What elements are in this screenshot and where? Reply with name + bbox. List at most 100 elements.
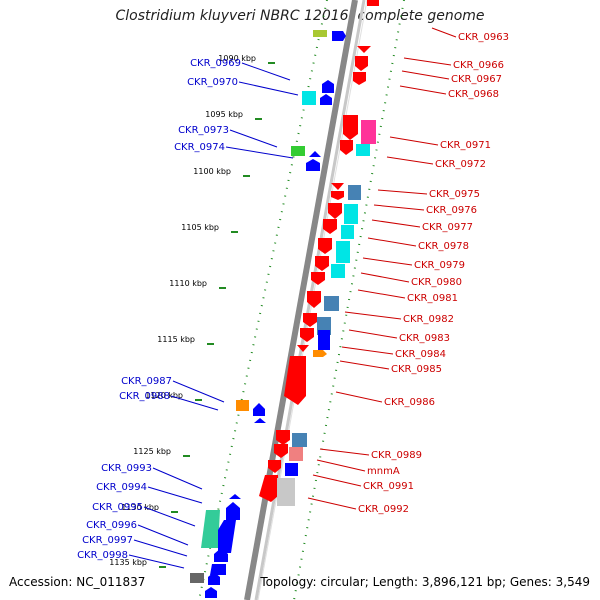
gene-label: CKR_0986 <box>384 397 435 408</box>
gene-CKR_0963 <box>367 0 379 6</box>
gene-label: CKR_0969 <box>190 58 241 69</box>
leader-line <box>229 129 278 148</box>
gene-label: CKR_0963 <box>458 32 509 43</box>
leader-line <box>241 62 291 81</box>
gene-CKR_0986 <box>284 356 306 405</box>
gene-label: CKR_0966 <box>453 60 504 71</box>
gene-label: mnmA <box>367 466 400 477</box>
gene-CKR_0977a <box>323 219 337 234</box>
gene-CKR_0975b <box>331 191 344 200</box>
gene-CKR_0977 <box>341 225 354 239</box>
gene-CKR_0988b <box>254 418 266 423</box>
tick-label: 1115 kbp <box>157 335 195 344</box>
gene-label: CKR_0976 <box>426 205 477 216</box>
gene-CKR_0978 <box>336 241 350 263</box>
leader-line <box>137 524 189 546</box>
gene-label: CKR_0989 <box>371 450 422 461</box>
leader-line <box>371 219 421 228</box>
leader-line <box>344 311 402 320</box>
gene-CKR_0979 <box>331 264 345 278</box>
gene-CKR_0974a <box>309 151 321 157</box>
gene-CKR_0979a <box>315 256 329 271</box>
gene-CKR_0975a <box>331 183 344 190</box>
gene-label: CKR_0974 <box>174 142 225 153</box>
gene-CKR_0966 <box>357 46 371 53</box>
gene-label: CKR_0987 <box>121 376 172 387</box>
tick-label: 1125 kbp <box>133 447 171 456</box>
backbone-line <box>244 0 358 600</box>
gene-CKR_0995 <box>201 510 220 548</box>
gene-mnmA <box>289 447 303 461</box>
gene-label: CKR_0997 <box>82 535 133 546</box>
gene-bottom-blue-2 <box>205 587 217 598</box>
tick-label: 1100 kbp <box>193 167 231 176</box>
tick-label: 1120 kbp <box>145 391 183 400</box>
gene-label: CKR_0979 <box>414 260 465 271</box>
gene-label: CKR_0972 <box>435 159 486 170</box>
gene-CKR_0988 <box>253 403 265 416</box>
gene-label: CKR_0996 <box>86 520 137 531</box>
gene-label: CKR_0992 <box>358 504 409 515</box>
gene-CKR_0971 <box>361 120 376 144</box>
tick-group: 1090 kbp 1095 kbp 1100 kbp 1105 kbp 1110 kbp… <box>109 54 275 568</box>
gene-CKR_0970 <box>320 94 332 105</box>
leader-line <box>403 57 452 66</box>
gene-CKR_0989a <box>276 430 290 445</box>
leader-line <box>348 329 398 339</box>
leader-line <box>152 467 203 490</box>
gene-label: CKR_0980 <box>411 277 462 288</box>
tick-label: 1130 kbp <box>121 503 159 512</box>
tick-label: 1135 kbp <box>109 558 147 567</box>
leader-line <box>341 346 394 355</box>
gene-CKR_0976a <box>328 203 342 219</box>
leader-line <box>147 486 203 504</box>
gene-CKR_0976 <box>344 204 358 224</box>
gene-CKR_0983a <box>300 328 314 342</box>
gene-label: CKR_0968 <box>448 89 499 100</box>
gene-CKR_0970a <box>302 91 316 105</box>
leader-line <box>238 81 299 96</box>
leader-line <box>367 237 417 247</box>
gene-bottom-blue <box>208 572 220 585</box>
gene-CKR_0993 <box>229 494 241 499</box>
gene-CKR_0973 <box>291 146 305 156</box>
gene-label: CKR_0978 <box>418 241 469 252</box>
left-label-group: CKR_0969 CKR_0970 CKR_0973 CKR_0974 CKR_0987… <box>77 58 299 569</box>
gene-CKR_0984 <box>313 350 327 357</box>
gene-CKR_0996 <box>218 520 236 553</box>
accession-text: Accession: NC_011837 <box>9 575 146 589</box>
leader-line <box>316 459 366 472</box>
leader-line <box>172 380 225 403</box>
gene-label: CKR_0995 <box>92 502 143 513</box>
gene-label: CKR_0983 <box>399 333 450 344</box>
gene-CKR_0992 <box>277 478 295 506</box>
tick-label: 1110 kbp <box>169 279 207 288</box>
leader-line <box>386 156 434 165</box>
gene-CKR_0997 <box>214 548 228 562</box>
gene-label: CKR_0994 <box>96 482 147 493</box>
leader-line <box>143 506 196 527</box>
gene-label: CKR_0988 <box>119 391 170 402</box>
gene-label: CKR_0982 <box>403 314 454 325</box>
leader-line <box>133 539 188 557</box>
scale-rings <box>198 0 405 600</box>
leader-line <box>319 448 370 456</box>
feature-group <box>190 0 379 598</box>
tick-label: 1090 kbp <box>218 54 256 63</box>
gene-CKR_0972a <box>340 140 353 155</box>
gene-CKR_0991a <box>268 460 281 473</box>
gene-CKR_0969 <box>322 80 334 93</box>
gene-CKR_0990a <box>274 444 288 458</box>
gene-CKR_0991 <box>285 463 298 476</box>
gene-CKR_0980a <box>311 272 325 285</box>
gene-CKR_0967 <box>355 56 368 71</box>
gene-CKR_0987 <box>236 400 249 411</box>
gene-label: CKR_0973 <box>178 125 229 136</box>
leader-line <box>225 146 294 159</box>
outer-ring <box>293 0 405 600</box>
genome-title: Clostridium kluyveri NBRC 12016, complet… <box>115 8 485 24</box>
gene-grey-bottom <box>190 573 204 583</box>
gene-CKR_0972 <box>356 144 370 156</box>
leader-line <box>335 391 383 403</box>
